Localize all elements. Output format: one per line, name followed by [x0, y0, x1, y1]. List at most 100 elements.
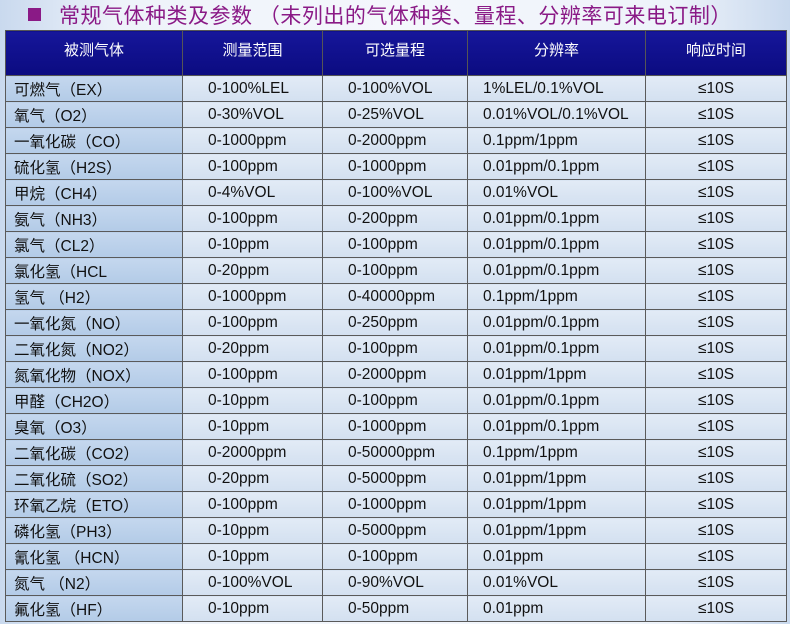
gas-name-cell: 氢气 （H2） [5, 283, 183, 310]
resolution-cell: 0.01%VOL [467, 569, 646, 596]
response-time-cell: ≤10S [645, 465, 787, 492]
optional-range-cell: 0-50ppm [322, 595, 468, 622]
header-range: 测量范围 [182, 30, 323, 76]
measure-range-cell: 0-10ppm [182, 387, 323, 414]
resolution-cell: 1%LEL/0.1%VOL [467, 75, 646, 102]
measure-range-cell: 0-100%LEL [182, 75, 323, 102]
gas-name-cell: 氧气（O2） [5, 101, 183, 128]
header-response-time: 响应时间 [645, 30, 787, 76]
gas-name-cell: 甲醛（CH2O） [5, 387, 183, 414]
table-row: 氯气（CL2） 0-10ppm 0-100ppm 0.01ppm/0.1ppm ≤10S [5, 231, 787, 258]
measure-range-cell: 0-100ppm [182, 309, 323, 336]
header-gas: 被测气体 [5, 30, 183, 76]
table-row: 二氧化硫（SO2） 0-20ppm 0-5000ppm 0.01ppm/1ppm ≤10… [5, 465, 787, 492]
response-time-cell: ≤10S [645, 257, 787, 284]
gas-name-cell: 二氧化氮（NO2） [5, 335, 183, 362]
table-row: 环氧乙烷（ETO） 0-100ppm 0-1000ppm 0.01ppm/1ppm ≤1… [5, 491, 787, 518]
optional-range-cell: 0-100ppm [322, 543, 468, 570]
measure-range-cell: 0-10ppm [182, 413, 323, 440]
optional-range-cell: 0-1000ppm [322, 153, 468, 180]
measure-range-cell: 0-10ppm [182, 543, 323, 570]
table-row: 臭氧（O3） 0-10ppm 0-1000ppm 0.01ppm/0.1ppm ≤10S [5, 413, 787, 440]
gas-name-cell: 氰化氢 （HCN） [5, 543, 183, 570]
response-time-cell: ≤10S [645, 439, 787, 466]
resolution-cell: 0.1ppm/1ppm [467, 127, 646, 154]
measure-range-cell: 0-2000ppm [182, 439, 323, 466]
gas-name-cell: 臭氧（O3） [5, 413, 183, 440]
resolution-cell: 0.1ppm/1ppm [467, 283, 646, 310]
table-row: 二氧化碳（CO2） 0-2000ppm 0-50000ppm 0.1ppm/1ppm ≤… [5, 439, 787, 466]
optional-range-cell: 0-1000ppm [322, 491, 468, 518]
optional-range-cell: 0-250ppm [322, 309, 468, 336]
response-time-cell: ≤10S [645, 309, 787, 336]
table-row: 氮气 （N2） 0-100%VOL 0-90%VOL 0.01%VOL ≤10S [5, 569, 787, 596]
measure-range-cell: 0-10ppm [182, 231, 323, 258]
measure-range-cell: 0-100ppm [182, 153, 323, 180]
optional-range-cell: 0-100ppm [322, 231, 468, 258]
measure-range-cell: 0-1000ppm [182, 127, 323, 154]
response-time-cell: ≤10S [645, 205, 787, 232]
optional-range-cell: 0-25%VOL [322, 101, 468, 128]
gas-name-cell: 氟化氢（HF） [5, 595, 183, 622]
response-time-cell: ≤10S [645, 595, 787, 622]
resolution-cell: 0.01ppm/0.1ppm [467, 387, 646, 414]
measure-range-cell: 0-20ppm [182, 257, 323, 284]
resolution-cell: 0.01ppm/0.1ppm [467, 309, 646, 336]
optional-range-cell: 0-1000ppm [322, 413, 468, 440]
resolution-cell: 0.01ppm/0.1ppm [467, 231, 646, 258]
header-row: 被测气体 测量范围 可选量程 分辨率 响应时间 [5, 30, 787, 76]
measure-range-cell: 0-10ppm [182, 595, 323, 622]
table-row: 硫化氢（H2S） 0-100ppm 0-1000ppm 0.01ppm/0.1ppm ≤… [5, 153, 787, 180]
page-title: 常规气体种类及参数 （未列出的气体种类、量程、分辨率可来电订制） [28, 4, 732, 30]
measure-range-cell: 0-30%VOL [182, 101, 323, 128]
resolution-cell: 0.01ppm/0.1ppm [467, 153, 646, 180]
measure-range-cell: 0-1000ppm [182, 283, 323, 310]
square-bullet-icon [28, 8, 41, 21]
optional-range-cell: 0-100ppm [322, 257, 468, 284]
measure-range-cell: 0-100%VOL [182, 569, 323, 596]
response-time-cell: ≤10S [645, 387, 787, 414]
gas-name-cell: 氮氧化物（NOX） [5, 361, 183, 388]
response-time-cell: ≤10S [645, 569, 787, 596]
resolution-cell: 0.01ppm/1ppm [467, 517, 646, 544]
measure-range-cell: 0-100ppm [182, 205, 323, 232]
response-time-cell: ≤10S [645, 517, 787, 544]
gas-name-cell: 氯气（CL2） [5, 231, 183, 258]
table-row: 甲醛（CH2O） 0-10ppm 0-100ppm 0.01ppm/0.1ppm ≤10… [5, 387, 787, 414]
response-time-cell: ≤10S [645, 413, 787, 440]
measure-range-cell: 0-10ppm [182, 517, 323, 544]
optional-range-cell: 0-5000ppm [322, 517, 468, 544]
response-time-cell: ≤10S [645, 153, 787, 180]
gas-name-cell: 氮气 （N2） [5, 569, 183, 596]
resolution-cell: 0.01ppm [467, 595, 646, 622]
measure-range-cell: 0-100ppm [182, 491, 323, 518]
resolution-cell: 0.01ppm/1ppm [467, 491, 646, 518]
title-text: 常规气体种类及参数 （未列出的气体种类、量程、分辨率可来电订制） [59, 5, 732, 28]
gas-parameter-table: 被测气体 测量范围 可选量程 分辨率 响应时间 可燃气（EX） 0-100%LEL… [5, 30, 787, 622]
resolution-cell: 0.01ppm/1ppm [467, 465, 646, 492]
response-time-cell: ≤10S [645, 127, 787, 154]
optional-range-cell: 0-100%VOL [322, 179, 468, 206]
response-time-cell: ≤10S [645, 543, 787, 570]
table-row: 磷化氢（PH3） 0-10ppm 0-5000ppm 0.01ppm/1ppm ≤10S [5, 517, 787, 544]
resolution-cell: 0.01%VOL [467, 179, 646, 206]
optional-range-cell: 0-200ppm [322, 205, 468, 232]
table-row: 甲烷（CH4） 0-4%VOL 0-100%VOL 0.01%VOL ≤10S [5, 179, 787, 206]
resolution-cell: 0.01ppm/0.1ppm [467, 413, 646, 440]
table-row: 氧气（O2） 0-30%VOL 0-25%VOL 0.01%VOL/0.1%VOL ≤1… [5, 101, 787, 128]
gas-name-cell: 一氧化氮（NO） [5, 309, 183, 336]
optional-range-cell: 0-5000ppm [322, 465, 468, 492]
optional-range-cell: 0-2000ppm [322, 127, 468, 154]
resolution-cell: 0.01ppm/0.1ppm [467, 257, 646, 284]
gas-name-cell: 二氧化碳（CO2） [5, 439, 183, 466]
measure-range-cell: 0-20ppm [182, 335, 323, 362]
resolution-cell: 0.01%VOL/0.1%VOL [467, 101, 646, 128]
response-time-cell: ≤10S [645, 179, 787, 206]
response-time-cell: ≤10S [645, 361, 787, 388]
table-row: 氮氧化物（NOX） 0-100ppm 0-2000ppm 0.01ppm/1ppm ≤1… [5, 361, 787, 388]
measure-range-cell: 0-4%VOL [182, 179, 323, 206]
response-time-cell: ≤10S [645, 75, 787, 102]
table-row: 氟化氢（HF） 0-10ppm 0-50ppm 0.01ppm ≤10S [5, 595, 787, 622]
response-time-cell: ≤10S [645, 231, 787, 258]
resolution-cell: 0.01ppm/0.1ppm [467, 335, 646, 362]
